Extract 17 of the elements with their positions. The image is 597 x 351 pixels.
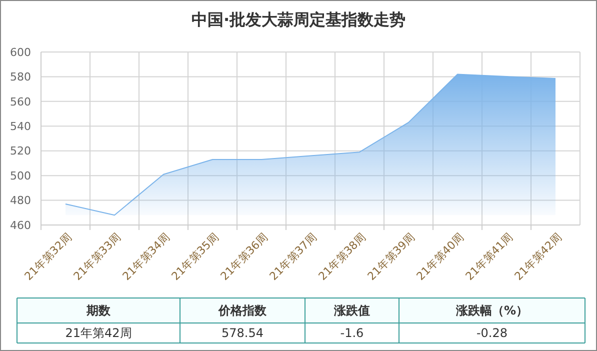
y-tick-label: 460	[10, 218, 31, 232]
text: 21年第42周	[65, 326, 132, 340]
text: -1.6	[340, 326, 364, 340]
y-tick-label: 500	[10, 169, 31, 182]
text: 涨跌值	[333, 304, 370, 318]
y-tick-label: 480	[10, 194, 31, 208]
text: -0.28	[476, 326, 508, 340]
text: 578.54	[222, 326, 264, 340]
text: 价格指数	[218, 304, 268, 318]
text: 涨跌幅（%）	[454, 304, 528, 318]
chart-title: 中国·批发大蒜周定基指数走势	[191, 10, 406, 29]
y-tick-label: 580	[10, 70, 31, 84]
y-tick-label: 540	[10, 120, 31, 133]
y-tick-label: 600	[10, 46, 31, 59]
y-tick-label: 520	[10, 144, 31, 158]
text: 期数	[86, 304, 112, 318]
y-tick-label: 560	[10, 95, 31, 108]
